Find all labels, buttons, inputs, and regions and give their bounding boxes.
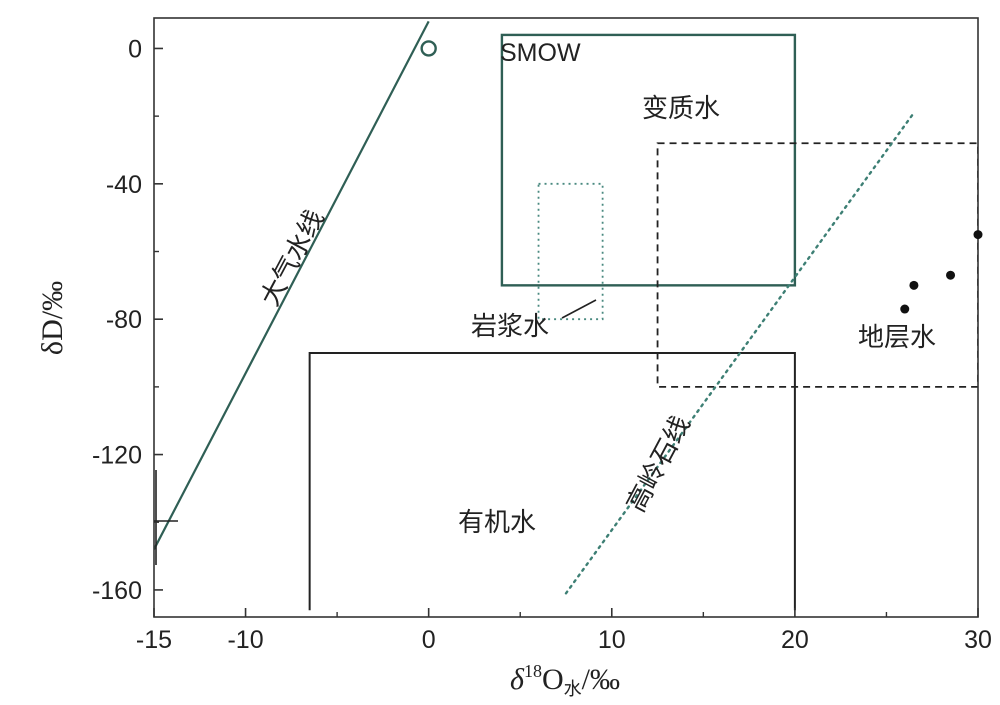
x-axis-title-unit: /‰ <box>582 663 620 696</box>
data-point-0 <box>900 304 910 314</box>
plot-area <box>153 17 983 618</box>
x-tick-label-2: 0 <box>422 626 436 654</box>
x-tick-label-1: -10 <box>227 626 263 654</box>
x-axis-title-base: O <box>542 663 564 696</box>
region-label-metamorphic: 变质水 <box>642 94 720 124</box>
kaolinite-line-label: 高岭石线 <box>621 411 696 517</box>
region-labels: 变质水 岩浆水 地层水 有机水 大气水线 高岭石线 SMOW <box>255 39 936 538</box>
y-tick-label-0: 0 <box>128 35 142 63</box>
smow-point <box>420 40 437 57</box>
region-label-formation: 地层水 <box>858 323 936 353</box>
x-tick-label-0: -15 <box>136 626 172 654</box>
y-tick-label-3: -120 <box>92 442 142 470</box>
plot-frame <box>153 17 979 618</box>
axis-titles: δ18O水/‰ δD/‰ <box>36 281 620 700</box>
x-axis-title: δ18O水/‰ <box>510 661 620 700</box>
y-axis-title: δD/‰ <box>36 281 69 355</box>
data-point-2 <box>946 270 956 280</box>
line-kaolinite <box>564 111 916 595</box>
x-tick-label-5: 30 <box>964 626 992 654</box>
x-tick-label-3: 10 <box>598 626 626 654</box>
y-tick-label-2: -80 <box>106 306 142 334</box>
magmatic-leader-line <box>561 299 597 319</box>
smow-label: SMOW <box>500 39 581 67</box>
x-tick-label-4: 20 <box>781 626 809 654</box>
region-magmatic <box>537 182 604 321</box>
y-tick-label-4: -160 <box>92 577 142 605</box>
line-meteoric <box>154 20 430 550</box>
x-axis-title-delta: δ <box>510 663 525 696</box>
region-formation <box>656 142 978 388</box>
region-label-organic: 有机水 <box>458 508 536 538</box>
data-point-3 <box>973 230 983 240</box>
y-tick-label-1: -40 <box>106 171 142 199</box>
data-point-1 <box>909 280 919 290</box>
region-organic <box>308 352 796 611</box>
region-label-magmatic: 岩浆水 <box>471 312 549 342</box>
x-axis-title-sub: 水 <box>564 679 582 700</box>
ticks: -15 -10 0 10 20 30 0 -40 -80 -120 -160 <box>92 35 992 654</box>
region-metamorphic <box>500 33 797 287</box>
x-axis-title-sup: 18 <box>524 661 542 681</box>
plot-contents <box>154 20 978 611</box>
meteoric-line-label: 大气水线 <box>255 205 330 311</box>
